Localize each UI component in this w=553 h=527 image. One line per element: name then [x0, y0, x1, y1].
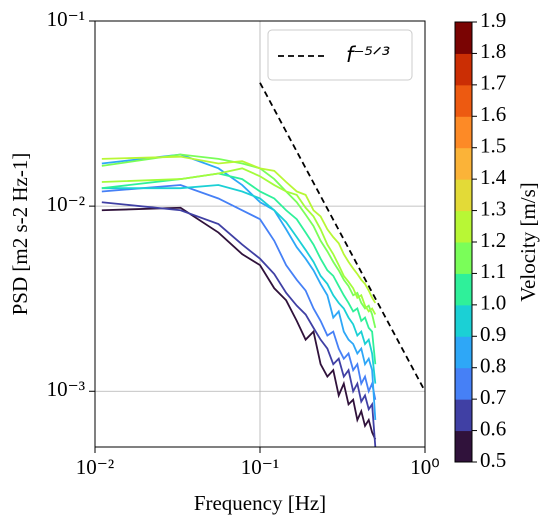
colorbar-label: Velocity [m/s] [516, 182, 540, 302]
colorbar-tick-label: 1.4 [480, 165, 507, 189]
plot-frame [94, 20, 426, 448]
legend-label: f⁻⁵ᐟ³ [346, 43, 390, 67]
colorbar-tick-label: 1.2 [480, 228, 506, 252]
x-tick-label: 10⁻¹ [241, 455, 279, 479]
colorbar-tick-label: 1.0 [480, 291, 506, 315]
legend-box [267, 29, 413, 81]
colorbar-tick-label: 1.3 [480, 196, 506, 220]
colorbar-bin [455, 22, 472, 54]
colorbar-bin [455, 84, 472, 117]
x-tick-label: 10⁻² [76, 455, 114, 479]
colorbar-bin [455, 242, 472, 274]
series-line [101, 167, 377, 315]
colorbar-tick-label: 1.5 [480, 134, 506, 158]
y-tick-label: 10⁻¹ [47, 7, 85, 31]
colorbar-tick-label: 0.7 [480, 385, 506, 409]
colorbar-tick-label: 1.9 [480, 8, 506, 32]
colorbar-bin [455, 210, 472, 243]
colorbar-bin [455, 430, 472, 463]
series-line [101, 172, 377, 365]
colorbar-tick-label: 0.5 [480, 448, 506, 472]
colorbar-tick-label: 1.1 [480, 259, 506, 283]
y-tick-label: 10⁻² [47, 192, 85, 216]
colorbar-tick-label: 0.6 [480, 416, 506, 440]
x-axis-label: Frequency [Hz] [194, 491, 326, 515]
colorbar-bin [455, 336, 472, 369]
series-line [101, 184, 377, 400]
series-line [101, 184, 377, 384]
x-tick-label: 10⁰ [410, 455, 439, 479]
series-line [101, 153, 377, 421]
series-line [101, 206, 377, 440]
colorbar-bin [455, 399, 472, 432]
colorbar-bin [455, 179, 472, 212]
colorbar-tick-label: 0.9 [480, 322, 506, 346]
series-line [101, 155, 377, 304]
colorbar-bin [455, 116, 472, 149]
colorbar-tick-label: 0.8 [480, 354, 506, 378]
series-line [101, 201, 377, 448]
y-tick-label: 10⁻³ [47, 377, 85, 401]
colorbar-bin [455, 304, 472, 337]
colorbar-bin [455, 367, 472, 400]
y-axis-label: PSD [m2 s-2 Hz-1] [8, 153, 32, 316]
colorbar-bin [455, 273, 472, 306]
colorbar-tick-label: 1.6 [480, 102, 506, 126]
colorbar-bin [455, 53, 472, 86]
reference-line [259, 82, 426, 392]
colorbar-tick-label: 1.8 [480, 39, 506, 63]
colorbar-bin [455, 147, 472, 180]
colorbar-tick-label: 1.7 [480, 71, 506, 95]
